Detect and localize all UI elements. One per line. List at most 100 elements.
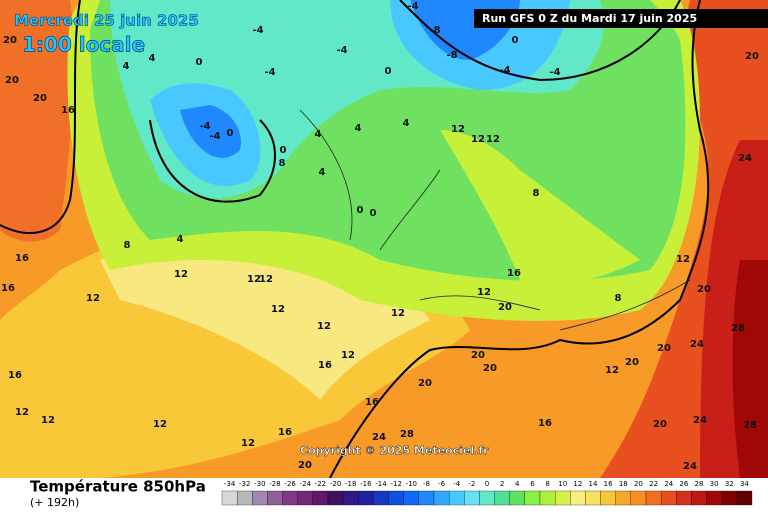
contour-label: 4 [403,118,410,129]
scale-label: 14 [589,480,598,488]
contour-label: 12 [241,438,255,449]
scale-swatch [418,490,435,506]
footer-title: Température 850hPa [30,478,206,496]
scale-label: 32 [725,480,734,488]
scale-swatch [691,490,707,506]
scale-label: -34 [224,480,236,488]
scale-swatch [312,490,329,506]
contour-label: 20 [33,93,47,104]
scale-swatch [358,490,374,506]
contour-label: 20 [298,460,312,471]
contour-label: 0 [357,205,364,216]
date-text: Mercredi 25 juin 2025 [14,12,199,30]
contour-label: 12 [153,419,167,430]
scale-label: -28 [269,480,280,488]
contour-label: 16 [318,360,332,371]
scale-label: 6 [530,480,535,488]
scale-label: -14 [375,480,387,488]
contour-label: 4 [123,61,130,72]
footer-subtitle: (+ 192h) [30,496,79,509]
scale-swatch [388,490,404,506]
scale-swatch [221,490,238,506]
contour-label: 16 [15,253,29,264]
scale-swatch [342,490,359,506]
contour-label: -4 [336,45,347,56]
scale-swatch [736,490,753,506]
scale-label: -8 [423,480,430,488]
contour-label: 16 [507,268,521,279]
contour-label: -8 [429,25,440,36]
contour-label: 16 [1,283,15,294]
contour-label: 20 [3,35,17,46]
scale-swatch [494,490,510,506]
contour-label: 20 [498,302,512,313]
contour-label: 12 [605,365,619,376]
contour-label: 0 [196,57,203,68]
scale-label: -6 [438,480,446,488]
scale-swatch [554,490,571,506]
scale-swatch [433,490,450,506]
contour-label: 24 [372,432,386,443]
scale-swatch [600,490,616,506]
scale-label: -26 [284,480,296,488]
contour-label: 12 [15,407,29,418]
contour-label: 20 [418,378,432,389]
contour-label: 12 [271,304,285,315]
contour-label: 4 [315,129,322,140]
scale-label: 8 [545,480,549,488]
scale-label: -10 [406,480,417,488]
contour-label: 0 [227,128,234,139]
contour-label: 8 [279,158,286,169]
contour-label: 0 [280,145,287,156]
scale-label: -16 [360,480,372,488]
contour-label: -8 [446,50,457,61]
contour-label: 20 [653,419,667,430]
contour-label: 24 [693,415,707,426]
contour-label: 4 [355,123,362,134]
contour-label: 8 [615,293,622,304]
contour-label: -4 [549,67,560,78]
contour-label: -4 [199,121,210,132]
contour-label: 12 [174,269,188,280]
contour-label: 4 [177,234,184,245]
scale-swatch [706,490,722,506]
scale-swatch [464,490,480,506]
scale-swatch [403,490,420,506]
contour-label: 8 [124,240,131,251]
scale-label: 16 [604,480,613,488]
scale-swatch [282,490,298,506]
copyright: Copyright © 2025 Meteociel.fr [300,444,489,457]
contour-label: 12 [451,124,465,135]
contour-label: -4 [209,131,220,142]
scale-swatch [645,490,662,506]
contour-label: 16 [538,418,552,429]
contour-label: 12 [391,308,405,319]
contour-label: 28 [743,420,757,431]
contour-label: 16 [61,105,75,116]
scale-label: -22 [315,480,326,488]
contour-label: -4 [499,65,510,76]
scale-swatch [676,490,692,506]
scale-swatch [252,490,268,506]
scale-label: -18 [345,480,356,488]
scale-swatch [479,490,495,506]
contour-label: 12 [486,134,500,145]
contour-label: 28 [400,429,414,440]
contour-label: 16 [278,427,292,438]
contour-label: 4 [149,53,156,64]
scale-label: -30 [254,480,265,488]
scale-label: 2 [500,480,504,488]
scale-swatch [373,490,389,506]
contour-label: 16 [8,370,22,381]
scale-label: 4 [515,480,520,488]
scale-swatch [585,490,601,506]
contour-label: 24 [683,461,697,472]
scale-label: -24 [300,480,312,488]
contour-label: 12 [247,274,261,285]
scale-swatch [721,490,738,506]
scale-swatch [236,490,253,506]
scale-label: -32 [239,480,250,488]
contour-label: 24 [738,153,752,164]
contour-label: 12 [41,415,55,426]
